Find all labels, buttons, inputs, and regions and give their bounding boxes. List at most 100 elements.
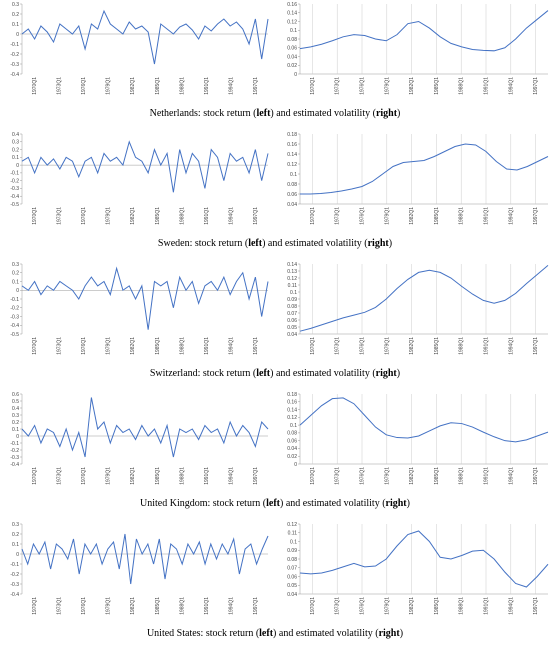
caption-part: right — [368, 238, 390, 249]
x-tick-label: 1991Q1 — [204, 337, 210, 355]
caption: United States: stock return (left) and e… — [147, 628, 403, 639]
line — [21, 140, 269, 193]
x-tick-label: 1982Q1 — [130, 207, 136, 225]
caption-part: ) — [397, 108, 400, 119]
y-tick-label: 0.08 — [287, 182, 297, 188]
x-tick-label: 1976Q1 — [81, 597, 87, 615]
y-tick-label: 0.06 — [287, 574, 297, 580]
caption-part: ) and estimated volatility ( — [270, 108, 376, 119]
caption-part: right — [376, 368, 398, 379]
y-tick-label: -0.4 — [10, 194, 19, 200]
line — [300, 143, 549, 195]
y-tick-label: 0.14 — [287, 11, 297, 17]
x-tick-label: 1991Q1 — [484, 77, 490, 95]
y-tick-label: 0.1 — [12, 542, 19, 548]
y-tick-label: 0.09 — [287, 548, 297, 554]
caption-part: Netherlands: stock return ( — [150, 108, 258, 119]
x-tick-label: 1988Q1 — [179, 337, 185, 355]
x-tick-label: 1982Q1 — [130, 597, 136, 615]
y-tick-label: 0.1 — [12, 155, 19, 161]
x-tick-label: 1970Q1 — [32, 467, 38, 485]
x-tick-label: 1994Q1 — [229, 597, 235, 615]
y-tick-label: 0.1 — [12, 427, 19, 433]
x-tick-label: 1988Q1 — [179, 467, 185, 485]
x-tick-label: 1973Q1 — [56, 337, 62, 355]
x-tick-label: 1991Q1 — [204, 77, 210, 95]
caption: Sweden: stock return (left) and estimate… — [158, 238, 392, 249]
y-tick-label: 0.6 — [12, 392, 19, 398]
line — [21, 266, 269, 330]
x-tick-label: 1976Q1 — [360, 77, 366, 95]
y-tick-label: -0.1 — [10, 441, 19, 447]
y-tick-label: 0.2 — [12, 271, 19, 277]
y-tick-label: 0.04 — [287, 332, 297, 338]
y-tick-label: -0.2 — [10, 178, 19, 184]
x-tick-label: 1994Q1 — [508, 467, 514, 485]
line — [21, 397, 269, 458]
y-tick-label: 0.4 — [12, 406, 19, 412]
y-tick-label: 0.3 — [12, 140, 19, 146]
x-tick-label: 1982Q1 — [130, 77, 136, 95]
y-tick-label: 0 — [16, 288, 19, 294]
y-tick-label: -0.4 — [10, 592, 19, 598]
x-tick-label: 1991Q1 — [484, 337, 490, 355]
x-tick-label: 1976Q1 — [360, 207, 366, 225]
line — [299, 265, 549, 332]
line — [21, 533, 269, 585]
x-tick-label: 1985Q1 — [155, 337, 161, 355]
y-tick-label: -0.4 — [10, 323, 19, 329]
y-tick-label: 0.16 — [287, 400, 297, 406]
y-tick-label: 0 — [16, 32, 19, 38]
caption: Switzerland: stock return (left) and est… — [150, 368, 400, 379]
y-tick-label: 0.02 — [287, 454, 297, 460]
y-tick-label: 0.08 — [287, 557, 297, 563]
x-tick-label: 1973Q1 — [335, 597, 341, 615]
y-tick-label: -0.1 — [10, 297, 19, 303]
caption-part: ) and estimated volatility ( — [280, 498, 386, 509]
y-tick-label: -0.3 — [10, 186, 19, 192]
x-tick-label: 1994Q1 — [508, 597, 514, 615]
y-tick-label: 0.06 — [287, 318, 297, 324]
y-tick-label: 0.14 — [287, 262, 297, 268]
y-tick-label: 0.12 — [287, 522, 297, 528]
caption-part: Sweden: stock return ( — [158, 238, 249, 249]
y-tick-label: 0.07 — [287, 311, 297, 317]
x-tick-label: 1970Q1 — [310, 467, 316, 485]
x-tick-label: 1994Q1 — [508, 207, 514, 225]
y-tick-label: 0.3 — [12, 262, 19, 268]
y-tick-label: -0.4 — [10, 72, 19, 78]
y-tick-label: 0.3 — [12, 2, 19, 8]
caption-part: ) — [389, 238, 392, 249]
x-tick-label: 1997Q1 — [253, 77, 259, 95]
y-tick-label: 0.14 — [287, 407, 297, 413]
x-tick-label: 1991Q1 — [204, 597, 210, 615]
x-tick-label: 1994Q1 — [229, 77, 235, 95]
x-tick-label: 1991Q1 — [204, 207, 210, 225]
x-tick-label: 1976Q1 — [81, 207, 87, 225]
x-tick-label: 1982Q1 — [409, 337, 415, 355]
y-tick-label: 0.05 — [287, 583, 297, 589]
y-tick-label: 0.08 — [287, 37, 297, 43]
caption-part: ) — [400, 628, 403, 639]
x-tick-label: 1970Q1 — [32, 77, 38, 95]
x-tick-label: 1979Q1 — [106, 597, 112, 615]
y-tick-label: 0.2 — [12, 532, 19, 538]
x-tick-label: 1997Q1 — [253, 337, 259, 355]
x-tick-label: 1985Q1 — [155, 597, 161, 615]
y-tick-label: 0.14 — [287, 152, 297, 158]
x-tick-label: 1982Q1 — [409, 207, 415, 225]
x-tick-label: 1988Q1 — [459, 337, 465, 355]
y-tick-label: 0.16 — [287, 2, 297, 8]
x-tick-label: 1988Q1 — [459, 77, 465, 95]
x-tick-label: 1976Q1 — [81, 467, 87, 485]
x-tick-label: 1985Q1 — [434, 207, 440, 225]
x-tick-label: 1985Q1 — [434, 337, 440, 355]
y-tick-label: 0.09 — [287, 297, 297, 303]
y-tick-label: 0.1 — [290, 290, 297, 296]
x-tick-label: 1979Q1 — [384, 77, 390, 95]
x-tick-label: 1979Q1 — [106, 77, 112, 95]
y-tick-label: 0.1 — [12, 22, 19, 28]
x-tick-label: 1985Q1 — [155, 77, 161, 95]
y-tick-label: 0 — [294, 462, 297, 468]
